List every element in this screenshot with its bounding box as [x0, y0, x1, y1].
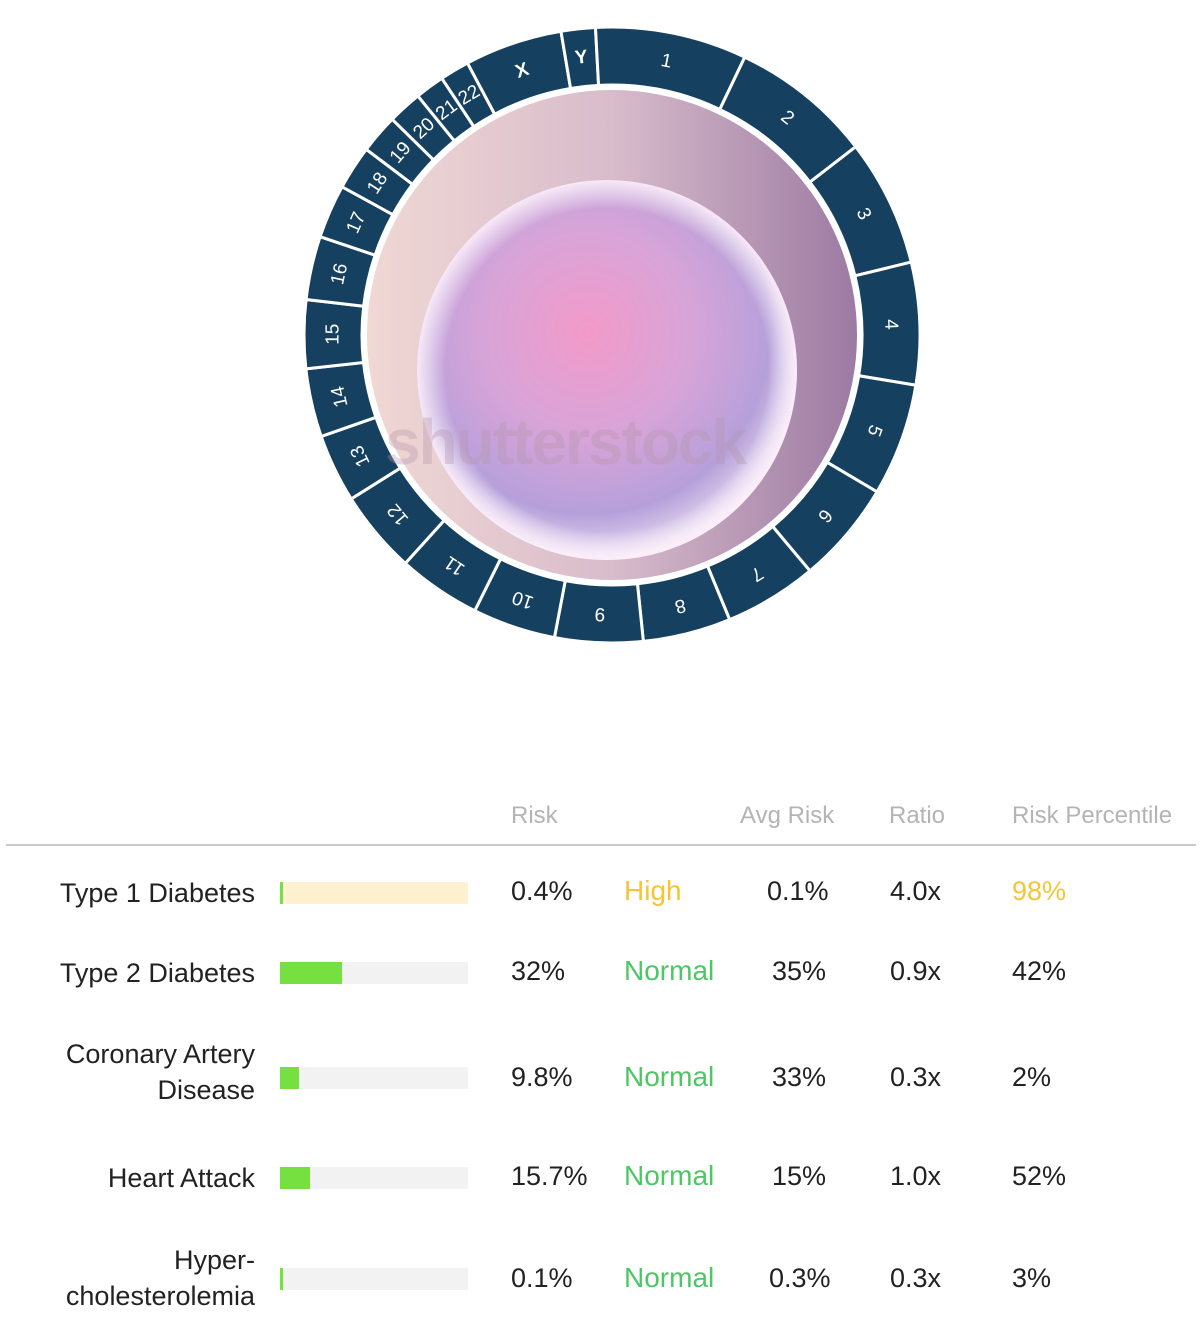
percentile-value: 52%	[1012, 1161, 1067, 1191]
watermark-text: shutterstock	[385, 406, 747, 478]
header-avg-risk: Avg Risk	[740, 802, 835, 829]
condition-name: Heart Attack	[107, 1163, 255, 1193]
chromosome-label: 14	[327, 384, 352, 410]
risk-bar-fill	[280, 1167, 310, 1189]
risk-status: Normal	[624, 1061, 715, 1092]
percentile-value: 2%	[1012, 1062, 1052, 1092]
chromosome-label: 8	[673, 594, 688, 617]
chromosome-label: 15	[322, 324, 343, 345]
risk-status: Normal	[624, 1262, 715, 1293]
header-risk: Risk	[511, 802, 558, 829]
risk-bar-fill	[280, 1268, 283, 1290]
risk-bar-fill	[280, 1067, 299, 1089]
header-risk-percentile: Risk Percentile	[1012, 802, 1173, 829]
risk-status: Normal	[624, 1160, 715, 1191]
chromosome-label: 4	[880, 319, 901, 331]
avg-risk-value: 0.3%	[769, 1263, 831, 1293]
ratio-value: 0.3x	[890, 1263, 942, 1293]
risk-value: 32%	[511, 956, 566, 986]
chromosome-label: 9	[594, 603, 605, 624]
avg-risk-value: 35%	[772, 956, 827, 986]
risk-value: 15.7%	[511, 1161, 588, 1191]
ratio-value: 0.9x	[890, 956, 942, 986]
condition-name-line-1: Hyper-	[173, 1245, 255, 1275]
header-ratio: Ratio	[889, 802, 946, 829]
risk-bar	[280, 1268, 468, 1290]
risk-value: 9.8%	[511, 1062, 573, 1092]
risk-status: Normal	[624, 955, 715, 986]
chromosome-label: 1	[659, 50, 673, 73]
risk-value: 0.4%	[511, 876, 573, 906]
condition-name-line-1: Coronary Artery	[65, 1039, 255, 1069]
percentile-value: 3%	[1012, 1263, 1052, 1293]
risk-status: High	[624, 875, 682, 906]
chromosome-label: Y	[574, 47, 589, 69]
header-divider	[6, 844, 1196, 846]
risk-bar-fill	[280, 962, 342, 984]
chromosome-label: 16	[327, 261, 352, 286]
avg-risk-value: 0.1%	[767, 876, 829, 906]
avg-risk-value: 33%	[772, 1062, 827, 1092]
ratio-value: 4.0x	[890, 876, 942, 906]
ratio-value: 1.0x	[890, 1161, 942, 1191]
avg-risk-value: 15%	[772, 1161, 827, 1191]
chromosome-segment	[439, 61, 497, 129]
condition-name-line-2: Disease	[157, 1075, 255, 1105]
risk-bar	[280, 882, 468, 904]
ratio-value: 0.3x	[890, 1062, 942, 1092]
percentile-value: 98%	[1012, 876, 1067, 906]
condition-name: Type 1 Diabetes	[59, 878, 255, 908]
risk-bar	[280, 962, 468, 984]
percentile-value: 42%	[1012, 956, 1067, 986]
condition-name-line-2: cholesterolemia	[65, 1281, 255, 1311]
condition-name: Type 2 Diabetes	[59, 958, 255, 988]
risk-bar-fill	[280, 882, 283, 904]
risk-bar	[280, 1167, 468, 1189]
risk-bar	[280, 1067, 468, 1089]
risk-value: 0.1%	[511, 1263, 573, 1293]
cell-membrane	[417, 180, 797, 560]
